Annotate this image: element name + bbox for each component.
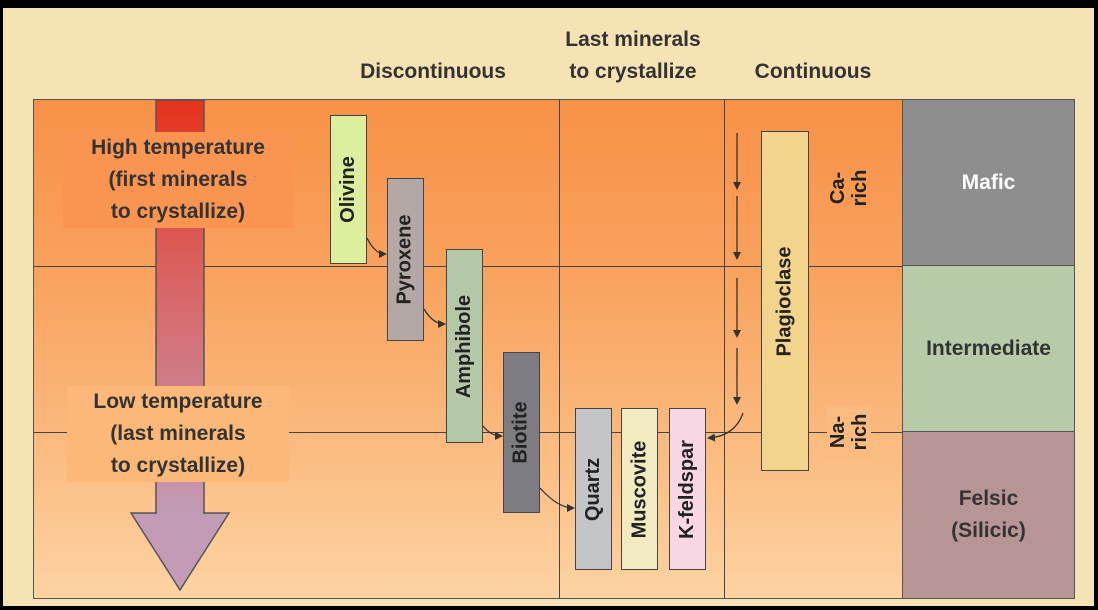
mineral-amphibole: Amphibole [446, 249, 483, 443]
low-temperature-line1: Low temperature [93, 390, 263, 413]
arrow-pyroxene-to-amphibole [423, 308, 446, 328]
column-divider-left [559, 100, 560, 598]
composition-mafic-label: Mafic [961, 170, 1016, 194]
composition-mafic: Mafic [902, 99, 1075, 266]
high-temperature-line2: (first minerals [108, 168, 248, 191]
mineral-olivine: Olivine [330, 115, 367, 264]
high-temperature-line1: High temperature [91, 136, 265, 159]
composition-felsic-line1: Felsic [958, 487, 1019, 510]
header-discontinuous: Discontinuous [360, 60, 506, 83]
composition-felsic-line2: (Silicic) [951, 519, 1026, 542]
arrow-amphibole-to-biotite [482, 425, 503, 440]
header-last-minerals-line2: to crystallize [569, 60, 697, 83]
diagram-frame: Discontinuous Last minerals to crystalli… [3, 8, 1094, 606]
header-last-minerals-line1: Last minerals [565, 28, 701, 51]
low-temperature-line3: to crystallize) [110, 454, 246, 477]
composition-felsic: Felsic (Silicic) [902, 431, 1075, 599]
composition-intermediate-label: Intermediate [926, 336, 1051, 360]
low-temperature-label: Low temperature (last minerals to crysta… [67, 386, 289, 482]
arrow-biotite-to-quartz [539, 487, 575, 512]
mineral-kfeldspar: K-feldspar [669, 408, 706, 570]
mineral-muscovite: Muscovite [621, 408, 658, 570]
low-temperature-line2: (last minerals [110, 422, 246, 445]
high-temperature-line3: to crystallize) [110, 200, 246, 223]
mineral-quartz: Quartz [575, 408, 612, 570]
column-divider-right [724, 100, 725, 598]
arrow-plagioclase-to-kfeldspar [707, 412, 744, 442]
composition-intermediate: Intermediate [902, 265, 1075, 432]
mineral-plagioclase: Plagioclase [761, 131, 809, 471]
header-last-minerals: Last minerals to crystallize [543, 24, 723, 88]
header-continuous: Continuous [754, 60, 872, 83]
connector-arrows [366, 133, 744, 512]
high-temperature-label: High temperature (first minerals to crys… [63, 132, 293, 228]
mineral-pyroxene: Pyroxene [387, 178, 424, 341]
arrow-olivine-to-pyroxene [366, 237, 387, 258]
mineral-biotite: Biotite [503, 352, 540, 513]
